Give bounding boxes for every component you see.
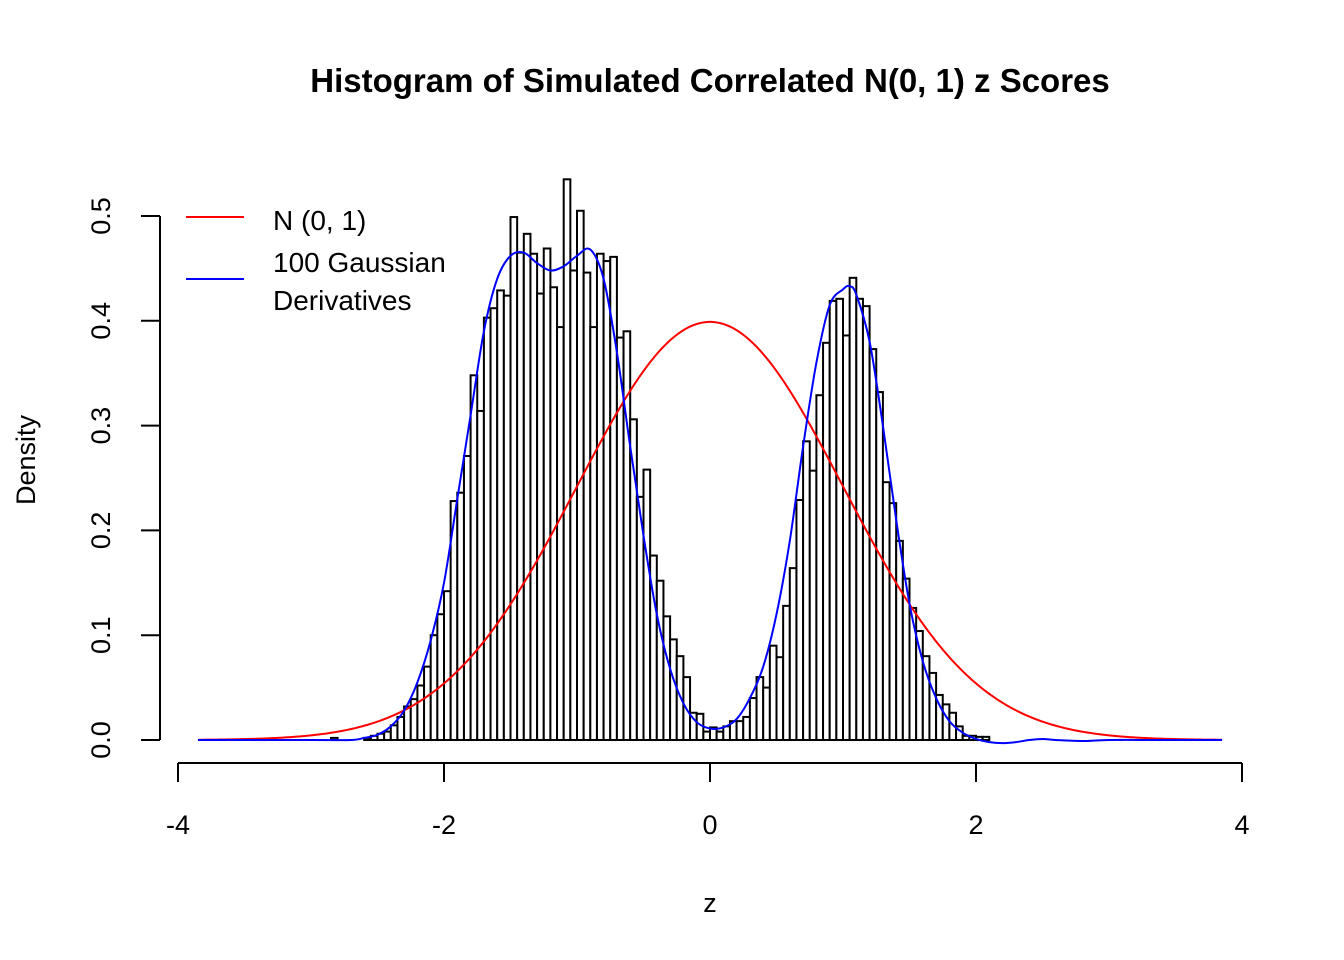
histogram-bar [981,735,991,742]
y-tick-label: 0.5 [86,197,116,235]
x-axis: -4 -2 0 2 4 [166,762,1250,840]
gaussian-derivatives-curve [197,247,1223,745]
y-tick-label: 0.1 [86,616,116,654]
y-tick-label: 0.4 [86,302,116,340]
x-tick-label: -2 [432,810,456,840]
legend: N (0, 1) 100 Gaussian Derivatives [186,205,446,316]
y-tick-label: 0.3 [86,407,116,445]
x-axis-label: z [703,888,717,918]
normal-density-curve [197,320,1223,741]
y-axis-label: Density [11,414,41,505]
legend-label: Derivatives [273,285,411,316]
x-tick-label: 0 [702,810,717,840]
y-axis: 0.0 0.1 0.2 0.3 0.4 0.5 [86,197,161,759]
chart-title: Histogram of Simulated Correlated N(0, 1… [310,62,1110,99]
x-tick-label: 4 [1234,810,1249,840]
legend-label: N (0, 1) [273,205,366,236]
y-tick-label: 0.2 [86,512,116,550]
x-tick-label: 2 [968,810,983,840]
y-tick-label: 0.0 [86,721,116,759]
curves [197,247,1223,745]
x-tick-label: -4 [166,810,190,840]
legend-label: 100 Gaussian [273,247,446,278]
